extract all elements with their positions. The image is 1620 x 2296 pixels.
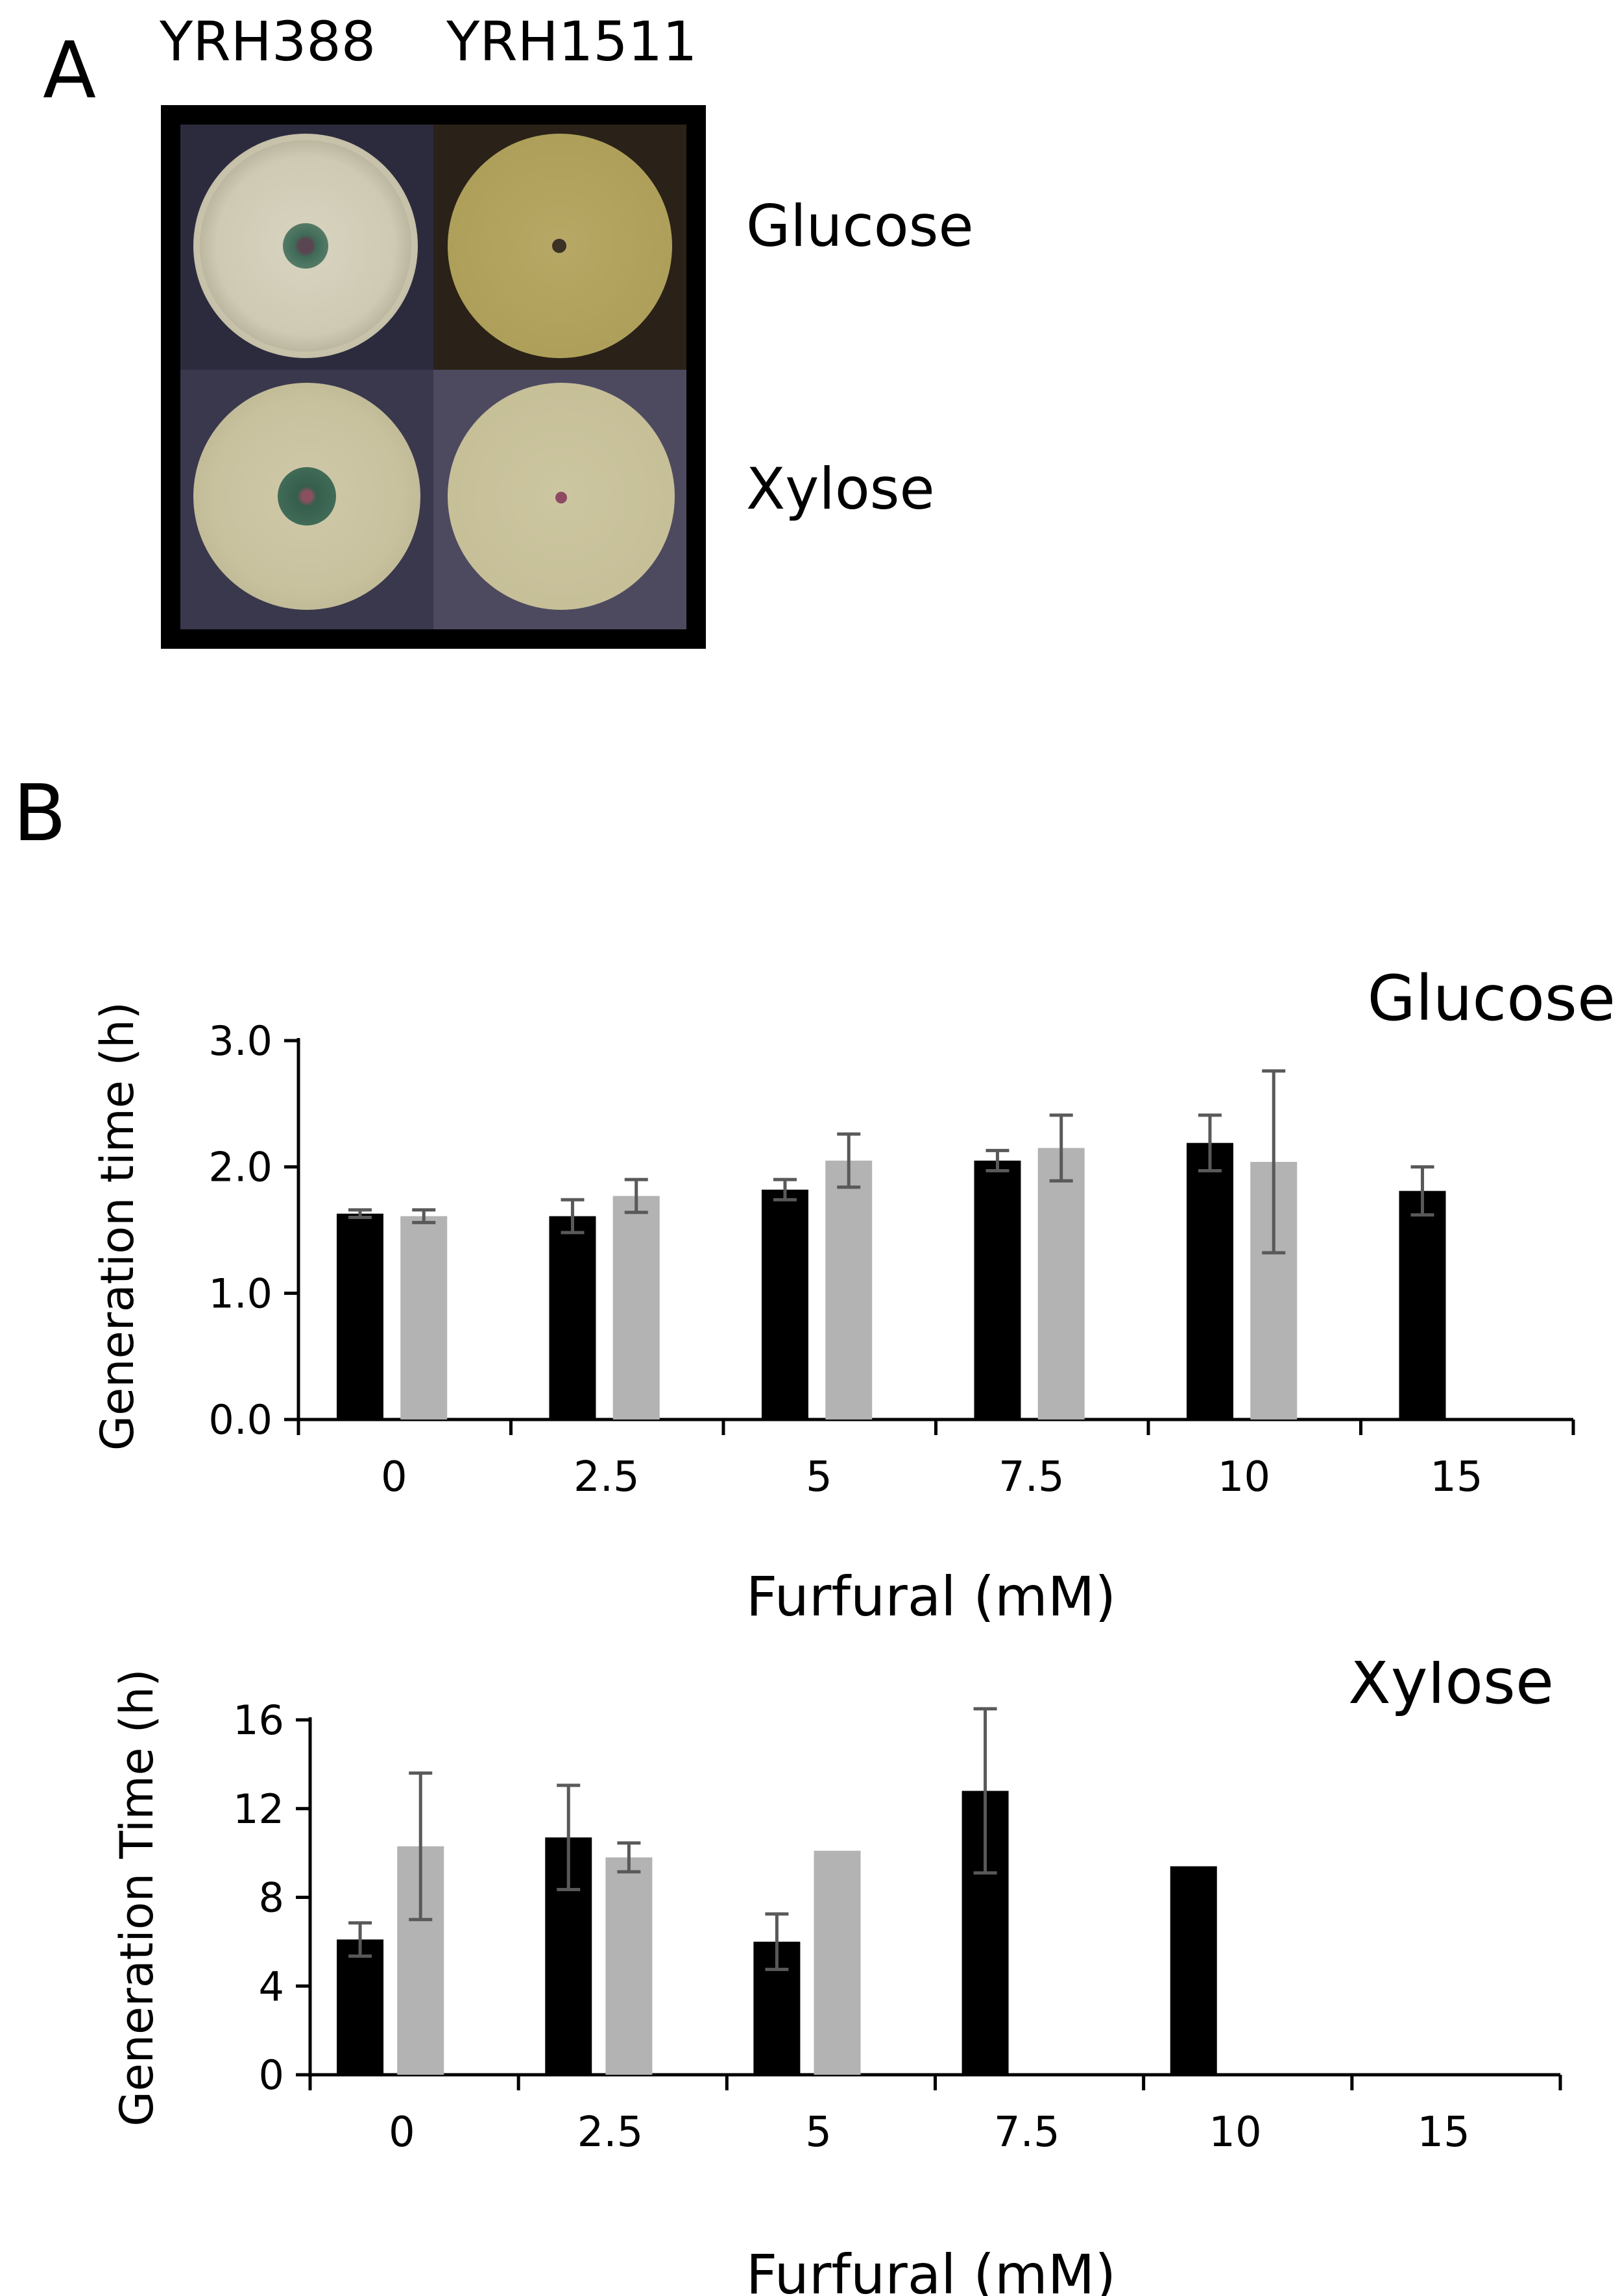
glucose-x-tick-label: 0 (381, 1453, 407, 1501)
glucose-bar-series2-2-5 (612, 1196, 660, 1420)
condition-label-glucose: Glucose (746, 193, 974, 260)
xylose-y-tick-label: 4 (259, 1963, 284, 2010)
glucose-bar-series1-7-5 (974, 1160, 1021, 1420)
glucose-x-tick-label: 7.5 (998, 1453, 1065, 1501)
panel-a-label: A (43, 26, 97, 116)
glucose-y-tick-label: 3.0 (208, 1017, 272, 1065)
glucose-bar-series1-2-5 (549, 1216, 596, 1420)
plate-photo-grid (161, 105, 706, 649)
panel-b-label: B (13, 769, 67, 859)
glucose-x-tick-label: 10 (1218, 1453, 1270, 1501)
xylose-bar-series2-2-5 (605, 1857, 653, 2075)
xylose-x-axis-label: Furfural (mM) (746, 2243, 1116, 2296)
xylose-x-tick-label: 15 (1417, 2109, 1469, 2157)
xylose-y-tick-label: 0 (259, 2051, 284, 2099)
glucose-y-tick-label: 0.0 (208, 1396, 272, 1444)
glucose-x-tick-label: 2.5 (574, 1453, 640, 1501)
glucose-bar-series1-0 (336, 1213, 383, 1420)
glucose-x-tick-label: 15 (1430, 1453, 1482, 1501)
xylose-x-tick-label: 10 (1209, 2109, 1261, 2157)
xylose-y-tick-label: 12 (233, 1785, 284, 1833)
glucose-x-axis-label: Furfural (mM) (746, 1565, 1116, 1622)
xylose-bar-series2-5 (814, 1850, 861, 2075)
xylose-x-tick-label: 2.5 (577, 2109, 644, 2157)
xylose-y-tick-label: 16 (233, 1697, 284, 1744)
xylose-title: Xylose (1348, 1661, 1554, 1718)
xylose-x-tick-label: 7.5 (994, 2109, 1060, 2157)
glucose-title: Glucose (1368, 962, 1616, 1035)
plate-yrh388-glucose (180, 125, 433, 370)
glucose-bar-series1-15 (1399, 1190, 1446, 1420)
xylose-y-axis-label: Generation Time (h) (110, 1669, 163, 2126)
glucose-bar-series1-10 (1186, 1142, 1233, 1420)
plate-yrh1511-xylose (433, 370, 686, 629)
xylose-bar-series1-10 (1170, 1866, 1217, 2075)
glucose-y-tick-label: 1.0 (208, 1270, 272, 1317)
plate-yrh1511-glucose (433, 125, 686, 370)
strain-label-yrh1511: YRH1511 (446, 10, 697, 73)
xylose-y-tick-label: 8 (259, 1874, 284, 1922)
plate-yrh388-xylose (180, 370, 433, 629)
glucose-bar-series2-0 (400, 1216, 448, 1420)
glucose-bar-series2-7-5 (1037, 1148, 1085, 1420)
xylose-bar-series1-0 (337, 1939, 384, 2075)
xylose-x-tick-label: 5 (805, 2109, 832, 2157)
glucose-chart: 0.0 1.0 2.0 3.0 0 2.5 5 7.5 10 15 Glucose Furfural … (91, 962, 1616, 1622)
strain-label-yrh388: YRH388 (160, 10, 376, 73)
glucose-y-axis-label: Generation time (h) (91, 1002, 144, 1451)
xylose-chart: 0 4 8 12 16 0 2.5 5 7.5 10 15 Xylose Furfural (mM) Ge… (110, 1661, 1562, 2296)
glucose-bar-series1-5 (761, 1189, 808, 1420)
glucose-bar-series2-5 (825, 1160, 873, 1420)
glucose-x-tick-label: 5 (806, 1453, 832, 1501)
xylose-x-tick-label: 0 (389, 2109, 415, 2157)
condition-label-xylose: Xylose (746, 455, 935, 522)
glucose-y-tick-label: 2.0 (208, 1144, 272, 1191)
